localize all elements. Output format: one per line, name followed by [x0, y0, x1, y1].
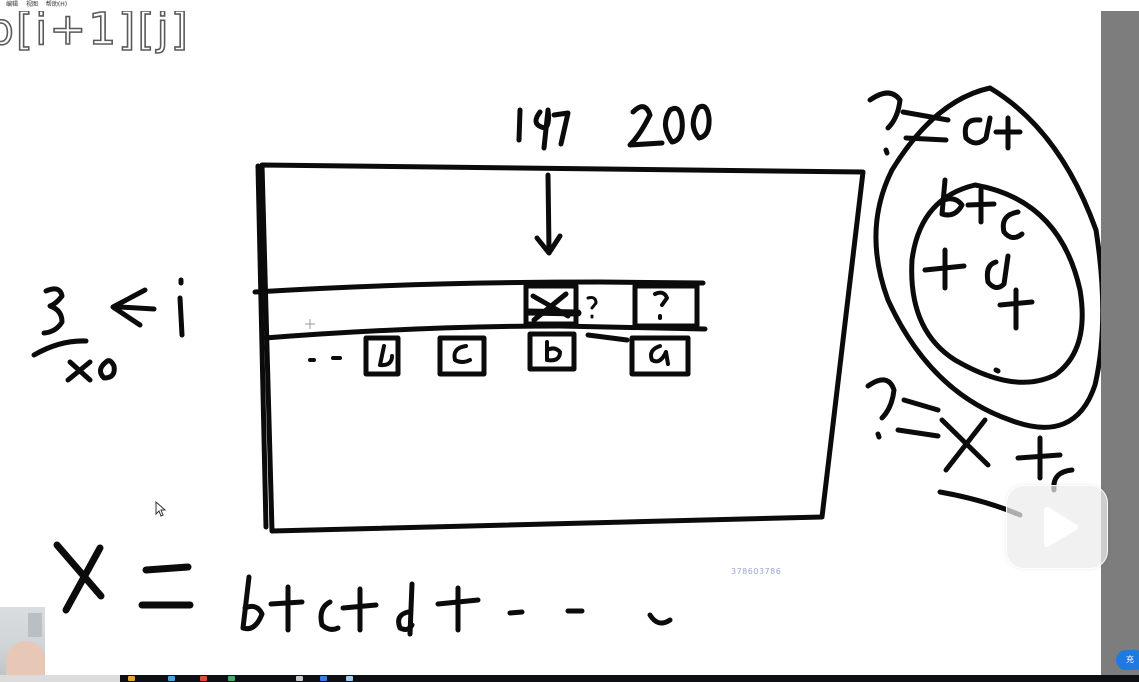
down-arrow	[545, 172, 552, 253]
formula-label: b[i+1][j]	[0, 11, 190, 55]
table-outline	[259, 162, 866, 534]
left-note	[31, 277, 185, 383]
app-icon-7[interactable]	[346, 676, 353, 681]
play-button[interactable]	[1006, 485, 1108, 569]
taskbar-light-strip	[0, 675, 120, 682]
handwritten-drawing	[31, 85, 1101, 637]
cell-a	[629, 335, 691, 377]
crosshair-icon	[305, 319, 315, 329]
menu-item-edit[interactable]: 编辑	[6, 1, 19, 8]
recharge-button[interactable]: 充	[1116, 650, 1139, 670]
equation-x	[53, 541, 673, 637]
webcam-person	[6, 641, 45, 675]
outer-oval	[873, 85, 1101, 430]
cell-c	[437, 335, 487, 377]
play-icon	[1044, 507, 1078, 547]
menu-item-help[interactable]: 帮助(H)	[45, 1, 68, 8]
right-side-panel	[1101, 11, 1139, 675]
webcam-background	[28, 613, 42, 637]
equation-right-top	[867, 85, 1101, 430]
cell-b-right	[527, 331, 577, 372]
app-icon-3[interactable]	[200, 676, 207, 681]
app-icon-2[interactable]	[168, 676, 175, 681]
cell-b-left	[363, 335, 401, 377]
watermark: 378603786	[731, 567, 782, 576]
cell-question	[632, 283, 700, 329]
number-200	[627, 103, 712, 148]
webcam-thumbnail	[0, 607, 45, 675]
whiteboard-canvas[interactable]: b[i+1][j]	[0, 11, 1101, 675]
app-icon-4[interactable]	[228, 676, 235, 681]
mouse-cursor-icon	[155, 501, 167, 517]
taskbar	[0, 675, 1139, 682]
number-197	[516, 107, 571, 151]
app-icon-5[interactable]	[296, 676, 303, 681]
row-line-top	[252, 279, 706, 295]
inner-oval	[909, 182, 1085, 385]
app-icon-1[interactable]	[128, 676, 135, 681]
app-icon-6[interactable]	[320, 676, 327, 681]
cell-x	[523, 283, 579, 327]
menu-item-view[interactable]: 视图	[25, 1, 38, 8]
